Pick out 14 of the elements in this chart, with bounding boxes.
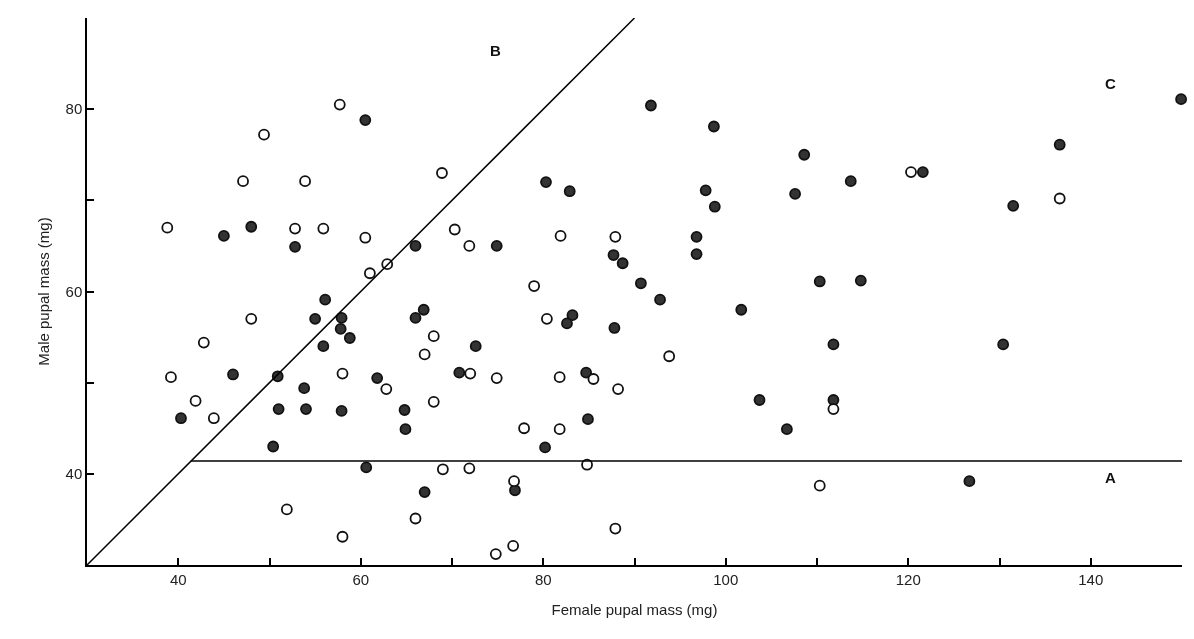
y-tick-label: 60 bbox=[65, 282, 83, 300]
x-tick-label: 120 bbox=[895, 570, 921, 588]
annotation: B bbox=[490, 42, 501, 59]
y-tick-label: 40 bbox=[65, 465, 83, 483]
x-tick-label: 40 bbox=[169, 570, 187, 588]
x-tick-label: 140 bbox=[1078, 570, 1104, 588]
x-tick-label: 80 bbox=[534, 570, 552, 588]
annotation: A bbox=[1105, 469, 1116, 486]
y-tick-label: 80 bbox=[65, 100, 83, 118]
x-tick-label: 100 bbox=[713, 570, 739, 588]
annotation: C bbox=[1105, 75, 1116, 92]
x-tick-label: 60 bbox=[352, 570, 370, 588]
x-axis-title: Female pupal mass (mg) bbox=[551, 601, 718, 619]
y-axis-title: Male pupal mass (mg) bbox=[35, 217, 53, 366]
